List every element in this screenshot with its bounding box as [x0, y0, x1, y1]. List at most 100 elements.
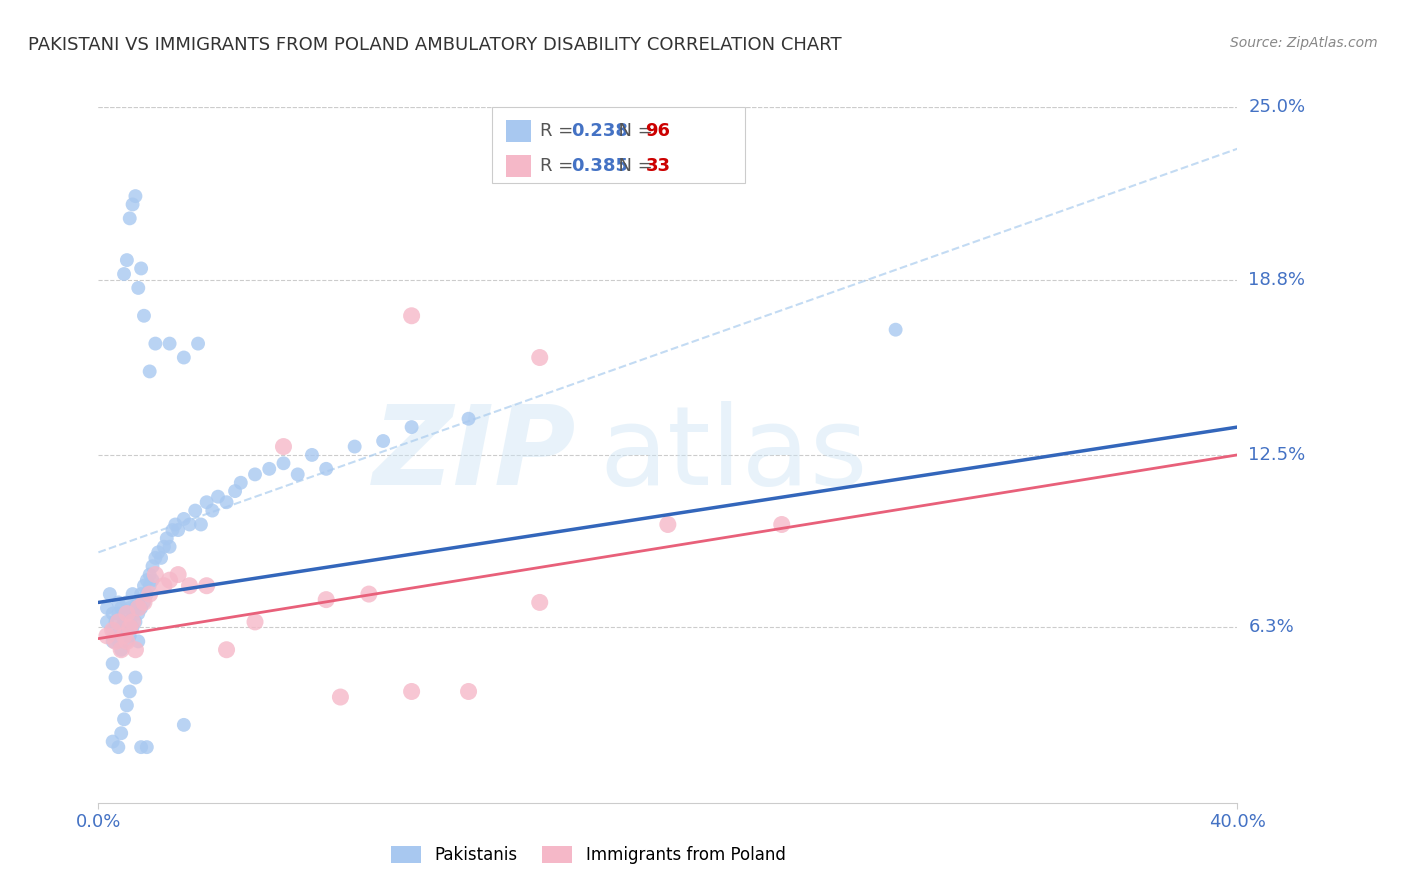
- Point: [529, 351, 551, 365]
- Point: [173, 718, 195, 732]
- Point: [101, 634, 124, 648]
- Point: [195, 579, 218, 593]
- Point: [167, 523, 190, 537]
- Point: [167, 567, 190, 582]
- Text: 6.3%: 6.3%: [1249, 618, 1294, 637]
- Point: [107, 634, 129, 648]
- Text: 96: 96: [645, 122, 671, 140]
- Point: [190, 517, 212, 532]
- Point: [243, 467, 266, 482]
- Point: [159, 336, 181, 351]
- Point: [153, 540, 176, 554]
- Point: [343, 440, 366, 454]
- Point: [118, 684, 141, 698]
- Point: [118, 620, 141, 634]
- Point: [273, 440, 295, 454]
- Point: [107, 615, 129, 629]
- Point: [110, 620, 132, 634]
- Point: [657, 517, 679, 532]
- Point: [101, 624, 124, 638]
- Point: [224, 484, 246, 499]
- Point: [138, 567, 160, 582]
- Text: PAKISTANI VS IMMIGRANTS FROM POLAND AMBULATORY DISABILITY CORRELATION CHART: PAKISTANI VS IMMIGRANTS FROM POLAND AMBU…: [28, 36, 842, 54]
- Point: [159, 573, 181, 587]
- Point: [301, 448, 323, 462]
- Point: [107, 607, 129, 621]
- Point: [98, 587, 121, 601]
- Point: [173, 512, 195, 526]
- Point: [259, 462, 281, 476]
- Text: atlas: atlas: [599, 401, 868, 508]
- Point: [110, 601, 132, 615]
- Text: ZIP: ZIP: [373, 401, 576, 508]
- Point: [115, 607, 138, 621]
- Point: [132, 595, 155, 609]
- Point: [127, 634, 149, 648]
- Point: [215, 495, 238, 509]
- Point: [273, 456, 295, 470]
- Point: [124, 642, 146, 657]
- Text: 33: 33: [645, 157, 671, 175]
- Point: [121, 620, 143, 634]
- Point: [118, 615, 141, 629]
- Point: [127, 281, 149, 295]
- Point: [141, 573, 163, 587]
- Point: [201, 503, 224, 517]
- Point: [148, 545, 170, 559]
- Point: [104, 629, 127, 643]
- Point: [135, 573, 157, 587]
- Point: [145, 550, 167, 565]
- Point: [96, 615, 118, 629]
- Point: [132, 579, 155, 593]
- Point: [118, 211, 141, 226]
- Text: R =: R =: [540, 122, 579, 140]
- Point: [101, 734, 124, 748]
- Point: [112, 629, 135, 643]
- Point: [107, 595, 129, 609]
- Point: [207, 490, 229, 504]
- Point: [118, 601, 141, 615]
- Point: [107, 740, 129, 755]
- Point: [104, 634, 127, 648]
- Point: [153, 579, 176, 593]
- Text: 18.8%: 18.8%: [1249, 270, 1305, 289]
- Point: [156, 532, 179, 546]
- Legend: Pakistanis, Immigrants from Poland: Pakistanis, Immigrants from Poland: [384, 839, 792, 871]
- Point: [287, 467, 309, 482]
- Point: [401, 420, 423, 434]
- Point: [115, 253, 138, 268]
- Point: [104, 671, 127, 685]
- Point: [115, 634, 138, 648]
- Point: [124, 671, 146, 685]
- Point: [96, 601, 118, 615]
- Point: [145, 567, 167, 582]
- Point: [127, 601, 149, 615]
- Point: [112, 629, 135, 643]
- Point: [229, 475, 252, 490]
- Point: [184, 503, 207, 517]
- Point: [110, 726, 132, 740]
- Text: N =: N =: [607, 157, 659, 175]
- Point: [129, 601, 152, 615]
- Point: [315, 462, 337, 476]
- Point: [115, 634, 138, 648]
- Point: [112, 712, 135, 726]
- Point: [165, 517, 187, 532]
- Point: [124, 615, 146, 629]
- Text: 0.238: 0.238: [571, 122, 628, 140]
- Point: [315, 592, 337, 607]
- Point: [179, 517, 201, 532]
- Text: Source: ZipAtlas.com: Source: ZipAtlas.com: [1230, 36, 1378, 50]
- Point: [129, 740, 152, 755]
- Point: [138, 587, 160, 601]
- Text: 0.385: 0.385: [571, 157, 628, 175]
- Point: [135, 587, 157, 601]
- Point: [329, 690, 352, 704]
- Point: [884, 323, 907, 337]
- Point: [150, 550, 173, 565]
- Point: [145, 336, 167, 351]
- Point: [141, 559, 163, 574]
- Point: [132, 309, 155, 323]
- Point: [373, 434, 395, 448]
- Point: [179, 579, 201, 593]
